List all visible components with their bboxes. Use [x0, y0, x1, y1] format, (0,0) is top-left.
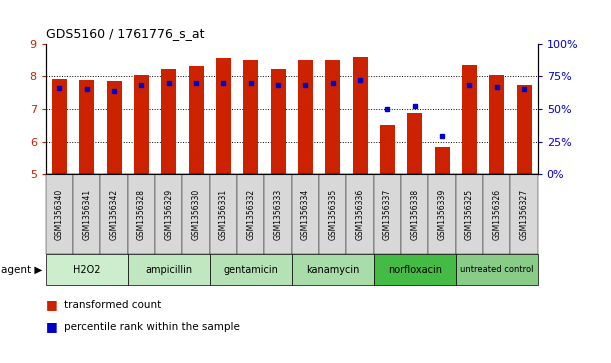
Bar: [434, 147, 450, 174]
Text: GSM1356341: GSM1356341: [82, 189, 91, 240]
Bar: [516, 85, 532, 174]
Text: gentamicin: gentamicin: [224, 265, 278, 274]
Bar: [489, 75, 504, 174]
Text: GSM1356342: GSM1356342: [109, 189, 119, 240]
Text: GSM1356334: GSM1356334: [301, 188, 310, 240]
Bar: [271, 69, 285, 174]
Text: GSM1356333: GSM1356333: [274, 188, 283, 240]
Text: kanamycin: kanamycin: [306, 265, 359, 274]
Bar: [79, 80, 94, 174]
Bar: [216, 58, 231, 174]
Bar: [353, 57, 368, 174]
Text: ■: ■: [46, 298, 57, 311]
Text: GDS5160 / 1761776_s_at: GDS5160 / 1761776_s_at: [46, 26, 204, 40]
Bar: [52, 78, 67, 174]
Text: GSM1356329: GSM1356329: [164, 189, 174, 240]
Bar: [407, 114, 422, 174]
Bar: [380, 125, 395, 174]
Text: ampicillin: ampicillin: [145, 265, 192, 274]
Bar: [243, 60, 258, 174]
Text: GSM1356340: GSM1356340: [55, 188, 64, 240]
Text: GSM1356330: GSM1356330: [192, 188, 200, 240]
Bar: [298, 60, 313, 174]
Bar: [462, 65, 477, 174]
Text: untreated control: untreated control: [460, 265, 533, 274]
Bar: [134, 74, 149, 174]
Text: transformed count: transformed count: [64, 300, 161, 310]
Text: GSM1356338: GSM1356338: [410, 189, 419, 240]
Text: GSM1356327: GSM1356327: [519, 189, 529, 240]
Bar: [161, 69, 177, 174]
Text: agent ▶: agent ▶: [1, 265, 43, 274]
Text: GSM1356328: GSM1356328: [137, 189, 146, 240]
Text: GSM1356325: GSM1356325: [465, 189, 474, 240]
Text: GSM1356339: GSM1356339: [437, 188, 447, 240]
Bar: [189, 66, 203, 174]
Bar: [107, 81, 122, 174]
Text: GSM1356326: GSM1356326: [492, 189, 501, 240]
Text: ■: ■: [46, 320, 57, 333]
Text: GSM1356337: GSM1356337: [383, 188, 392, 240]
Text: GSM1356332: GSM1356332: [246, 189, 255, 240]
Text: percentile rank within the sample: percentile rank within the sample: [64, 322, 240, 332]
Text: H2O2: H2O2: [73, 265, 101, 274]
Text: GSM1356336: GSM1356336: [356, 188, 365, 240]
Text: GSM1356331: GSM1356331: [219, 189, 228, 240]
Text: norfloxacin: norfloxacin: [388, 265, 442, 274]
Text: GSM1356335: GSM1356335: [328, 188, 337, 240]
Bar: [325, 60, 340, 174]
